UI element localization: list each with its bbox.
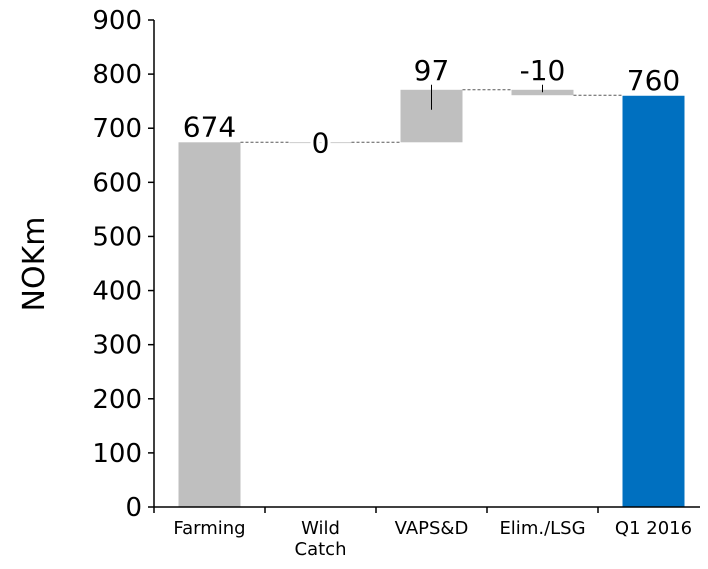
x-category-label: Farming	[173, 518, 245, 539]
data-labels: 674 0 97 -10 760	[183, 54, 680, 162]
x-category-label: Catch	[295, 539, 347, 560]
bar	[622, 95, 685, 507]
bar	[289, 142, 352, 144]
y-axis-title: NOKm	[17, 217, 52, 312]
y-tick-label: 400	[92, 277, 142, 307]
y-tick-label: 900	[92, 6, 142, 36]
x-category-label: Q1 2016	[615, 518, 692, 539]
y-axis-ticks: 0 100 200 300 400 500 600 700 800 900	[92, 6, 599, 523]
y-tick-label: 0	[125, 493, 142, 523]
data-label: 97	[414, 54, 450, 87]
x-category-label: VAPS&D	[395, 518, 469, 539]
data-label: 760	[627, 64, 680, 97]
x-category-label: Wild	[301, 518, 340, 539]
data-label: 674	[183, 110, 236, 143]
y-tick-label: 300	[92, 331, 142, 361]
y-tick-label: 600	[92, 168, 142, 198]
x-category-label: Elim./LSG	[499, 518, 585, 539]
connector-lines	[240, 89, 623, 143]
data-label: 0	[312, 126, 330, 159]
bar	[511, 89, 574, 96]
bar	[178, 142, 241, 507]
y-tick-label: 700	[92, 114, 142, 144]
y-tick-label: 100	[92, 439, 142, 469]
bars	[178, 89, 685, 507]
data-label: -10	[520, 54, 566, 87]
y-tick-label: 200	[92, 385, 142, 415]
y-tick-label: 800	[92, 60, 142, 90]
y-tick-label: 500	[92, 222, 142, 252]
